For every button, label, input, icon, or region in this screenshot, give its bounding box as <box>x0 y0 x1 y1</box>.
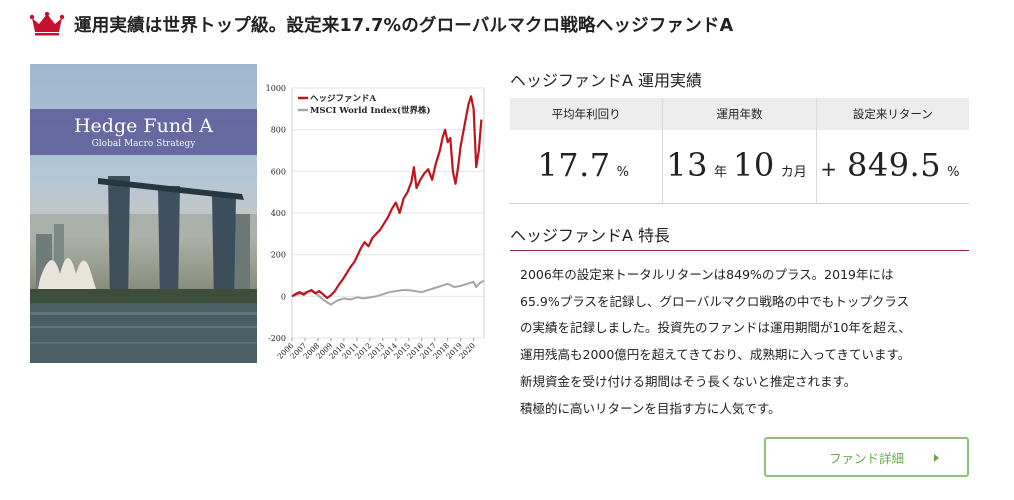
performance-title-fund: ヘッジファンドA <box>510 71 633 90</box>
hero-title-band: Hedge Fund A Global Macro Strategy <box>30 109 257 155</box>
features-title-suffix: 特長 <box>632 226 671 245</box>
avg-return-unit: % <box>616 165 629 180</box>
legend-label: MSCI World Index(世界株) <box>310 105 431 116</box>
header-years: 運用年数 <box>662 98 815 130</box>
y-tick-label: -200 <box>268 334 286 343</box>
description-line: 65.9%プラスを記録し、グローバルマクロ戦略の中でもトップクラス <box>520 293 910 309</box>
marina-bay-illustration <box>30 176 257 363</box>
fund-detail-button-label: ファンド詳細 <box>828 450 904 466</box>
stats-value-row: 17.7 % 13 年 10 カ月 + 849.5 % <box>510 130 969 204</box>
features-title-fund: ヘッジファンドA <box>510 226 633 245</box>
performance-title: ヘッジファンドA 運用実績 <box>510 67 702 91</box>
y-tick-label: 0 <box>281 292 286 301</box>
fund-hero-image: Hedge Fund A Global Macro Strategy <box>30 64 257 363</box>
y-tick-label: 400 <box>271 209 286 218</box>
description-line: 新規資金を受け付ける期間はそう長くないと推定されます。 <box>520 373 857 389</box>
description-line: 積極的に高いリターンを目指す方に人気です。 <box>520 400 781 416</box>
features-divider <box>510 250 969 251</box>
y-tick-label: 1000 <box>266 84 286 93</box>
avg-return-value: 17.7 <box>537 146 611 184</box>
caret-right-icon <box>934 454 939 462</box>
y-tick-label: 600 <box>271 167 286 176</box>
header-since-inception: 設定来リターン <box>815 98 969 130</box>
avg-return-cell: 17.7 % <box>510 130 662 204</box>
since-inception-unit: % <box>947 165 960 180</box>
y-tick-label: 200 <box>271 251 286 260</box>
since-inception-cell: + 849.5 % <box>815 130 969 204</box>
performance-line-chart: -200020040060080010002006200720082009201… <box>266 84 485 361</box>
performance-stats-table: 平均年利回り 運用年数 設定来リターン 17.7 % 13 年 10 カ月 + … <box>510 98 969 204</box>
since-inception-sign: + <box>820 157 837 181</box>
series-line <box>291 279 485 306</box>
series-line <box>291 95 483 300</box>
features-title: ヘッジファンドA 特長 <box>510 222 670 246</box>
years-value: 13 <box>666 146 708 184</box>
fund-detail-button[interactable]: ファンド詳細 <box>764 437 969 477</box>
features-description: 2006年の設定来トータルリターンは849%のプラス。2019年には 65.9%… <box>520 262 960 422</box>
legend-label: ヘッジファンドA <box>310 94 377 104</box>
crown-icon <box>30 12 64 36</box>
years-cell: 13 年 10 カ月 <box>662 130 815 204</box>
headline: 運用実績は世界トップ級。設定来17.7%のグローバルマクロ戦略ヘッジファンドA <box>30 10 733 38</box>
months-unit: カ月 <box>780 165 807 180</box>
since-inception-value: 849.5 <box>846 146 942 184</box>
headline-text: 運用実績は世界トップ級。設定来17.7%のグローバルマクロ戦略ヘッジファンドA <box>74 15 734 36</box>
description-line: 2006年の設定来トータルリターンは849%のプラス。2019年には <box>520 267 894 282</box>
header-avg-return: 平均年利回り <box>551 107 621 121</box>
stats-header-row: 平均年利回り 運用年数 設定来リターン <box>510 98 969 130</box>
years-unit: 年 <box>713 165 727 180</box>
y-tick-label: 800 <box>271 126 286 135</box>
months-value: 10 <box>732 146 775 184</box>
hero-subtitle: Global Macro Strategy <box>91 139 196 149</box>
description-line: 運用残高も2000億円を超えてきており、成熟期に入ってきています。 <box>520 347 911 363</box>
hero-title: Hedge Fund A <box>73 115 213 137</box>
description-line: の実績を記録しました。投資先のファンドは運用期間が10年を超え、 <box>520 320 911 336</box>
performance-title-suffix: 運用実績 <box>632 71 703 90</box>
